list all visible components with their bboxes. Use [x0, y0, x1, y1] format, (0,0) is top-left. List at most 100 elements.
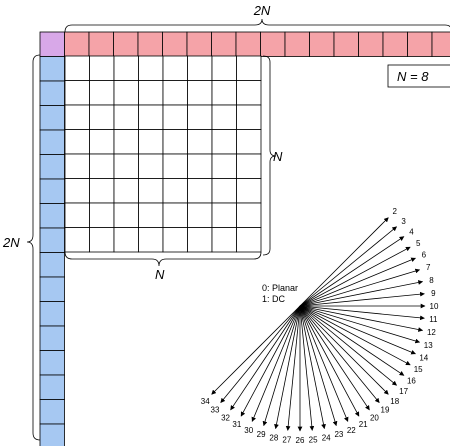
left-brace [26, 54, 41, 441]
block-cell [211, 153, 237, 179]
mode-arrow [262, 305, 301, 427]
top-span-label: 2N [253, 3, 271, 18]
block-cell [89, 202, 115, 228]
mode-arrow [299, 305, 370, 411]
left-reference-cell [39, 325, 65, 351]
mode-arrow [230, 305, 301, 411]
left-reference-cell [39, 203, 65, 229]
mode-arrow [299, 305, 421, 344]
mode-number-label: 2 [393, 207, 398, 216]
mode-arrow [299, 246, 411, 307]
block-cell [187, 129, 213, 155]
block-cell [89, 55, 115, 81]
block-cell [187, 178, 213, 204]
mode-arrow [299, 280, 424, 307]
bottom-brace [64, 251, 262, 267]
left-reference-cell [39, 56, 65, 82]
block-cell [211, 104, 237, 130]
block-cell [162, 129, 188, 155]
block-cell [113, 178, 139, 204]
mode-number-label: 25 [309, 435, 318, 444]
top-reference-cell [358, 31, 384, 57]
left-reference-column [39, 56, 65, 446]
mode-arrow [299, 305, 315, 431]
block-cell [211, 129, 237, 155]
block-cell [162, 178, 188, 204]
mode-arrow [299, 305, 425, 321]
block-cell [138, 80, 164, 106]
mode-number-label: 10 [430, 302, 439, 311]
mode-number-label: 7 [426, 263, 431, 272]
block-cell [89, 153, 115, 179]
top-reference-cell [211, 31, 237, 57]
left-reference-cell [39, 301, 65, 327]
mode-number-label: 33 [211, 406, 220, 415]
left-reference-cell [39, 423, 65, 446]
block-cell [162, 80, 188, 106]
top-reference-cell [309, 31, 335, 57]
block-cell [162, 55, 188, 81]
block-cell [211, 202, 237, 228]
block-cell [162, 202, 188, 228]
left-reference-cell [39, 399, 65, 425]
block-cell [113, 227, 139, 253]
left-span-label: 2N [2, 235, 20, 250]
block-cell [162, 104, 188, 130]
block-cell [236, 55, 262, 81]
block-cell [162, 153, 188, 179]
mode-number-label: 15 [414, 365, 423, 374]
top-reference-cell [431, 31, 450, 57]
block-cell [113, 129, 139, 155]
top-reference-cell [382, 31, 408, 57]
mode-number-label: 6 [422, 251, 427, 260]
mode-number-label: 17 [399, 387, 408, 396]
mode-number-label: 3 [401, 217, 406, 226]
left-reference-cell [39, 80, 65, 106]
block-cell [64, 129, 90, 155]
block-right-label: N [273, 149, 283, 164]
block-cell [113, 104, 139, 130]
top-reference-cell [88, 31, 114, 57]
mode-number-label: 26 [296, 436, 305, 445]
mode-number-label: 4 [409, 228, 414, 237]
block-cell [211, 227, 237, 253]
block-cell [236, 80, 262, 106]
block-cell [138, 153, 164, 179]
right-brace [262, 55, 277, 256]
block-cell [187, 80, 213, 106]
block-cell [236, 202, 262, 228]
block-cell [187, 55, 213, 81]
mode-number-label: 11 [429, 315, 438, 324]
mode-number-label: 32 [221, 413, 230, 422]
mode-number-label: 27 [282, 435, 291, 444]
mode-number-label: 9 [431, 289, 436, 298]
mode-number-label: 31 [232, 420, 241, 429]
block-cell [64, 153, 90, 179]
top-reference-cell [64, 31, 90, 57]
top-brace [64, 18, 450, 33]
block-cell [89, 129, 115, 155]
mode-arrow [285, 305, 301, 431]
mode-arrow [220, 305, 301, 403]
left-reference-cell [39, 227, 65, 253]
mode-number-label: 28 [269, 433, 278, 442]
block-cell [89, 80, 115, 106]
mode-arrow [299, 305, 397, 386]
top-reference-row [64, 31, 450, 57]
left-reference-cell [39, 374, 65, 400]
mode-arrow [299, 305, 411, 366]
top-reference-cell [162, 31, 188, 57]
left-reference-cell [39, 276, 65, 302]
mode-arrow [299, 305, 424, 332]
block-cell [138, 178, 164, 204]
left-reference-cell [39, 178, 65, 204]
mode-number-label: 21 [359, 420, 368, 429]
mode-arrow [274, 305, 301, 430]
corner-cell [39, 31, 65, 57]
mode-number-label: 23 [334, 430, 343, 439]
n-value-label: N = 8 [397, 69, 429, 84]
block-cell [211, 55, 237, 81]
n-value-box [387, 64, 450, 88]
block-cell [162, 227, 188, 253]
